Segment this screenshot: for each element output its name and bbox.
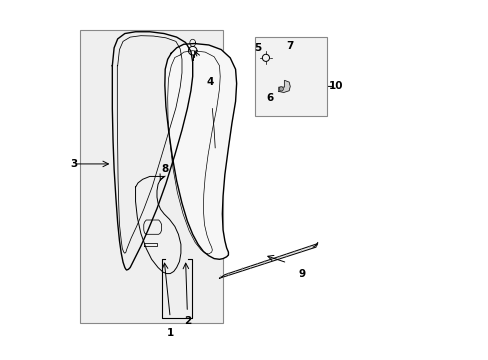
Bar bbox=[255, 37, 326, 116]
Text: 2: 2 bbox=[183, 316, 191, 326]
Polygon shape bbox=[278, 80, 290, 93]
Text: 1: 1 bbox=[166, 328, 173, 338]
Polygon shape bbox=[135, 176, 181, 274]
Text: 10: 10 bbox=[327, 81, 342, 91]
Polygon shape bbox=[164, 44, 236, 259]
Text: 3: 3 bbox=[70, 159, 78, 169]
Bar bbox=[80, 30, 223, 323]
Text: 8: 8 bbox=[161, 164, 168, 174]
Text: 4: 4 bbox=[206, 77, 214, 87]
Text: 9: 9 bbox=[298, 269, 305, 279]
Polygon shape bbox=[219, 244, 317, 278]
Text: 5: 5 bbox=[254, 43, 261, 53]
Text: 7: 7 bbox=[285, 41, 293, 51]
Polygon shape bbox=[308, 60, 315, 104]
Circle shape bbox=[279, 87, 283, 91]
Polygon shape bbox=[287, 57, 293, 91]
Text: 6: 6 bbox=[266, 93, 273, 103]
